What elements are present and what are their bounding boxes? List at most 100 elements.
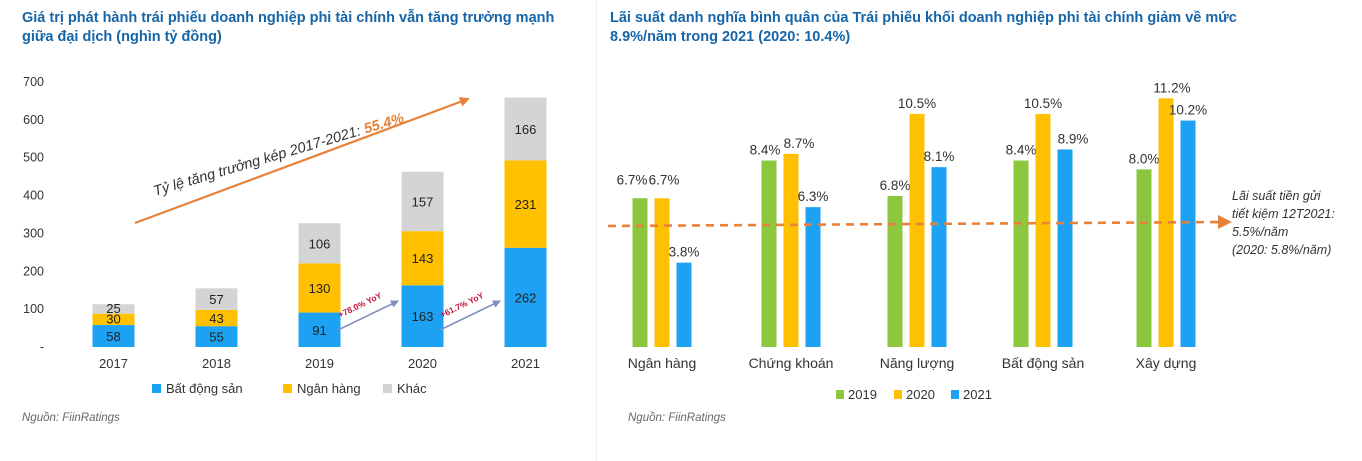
data-label: 6.8% bbox=[880, 178, 911, 193]
cagr-arrow bbox=[134, 97, 470, 225]
data-label: 6.7% bbox=[617, 172, 648, 187]
y-tick-label: 100 bbox=[23, 302, 44, 316]
bar-segment-other bbox=[195, 288, 238, 310]
x-tick-label: Xây dựng bbox=[1136, 355, 1197, 371]
data-label: 8.4% bbox=[750, 143, 781, 158]
bar-2021 bbox=[1057, 149, 1073, 347]
bar-segment-other bbox=[92, 304, 135, 314]
data-label: 8.9% bbox=[1058, 131, 1089, 146]
reference-line bbox=[607, 220, 1223, 228]
data-label: 10.5% bbox=[1024, 96, 1062, 111]
panel-divider bbox=[596, 0, 597, 461]
data-label-other: 57 bbox=[209, 292, 223, 307]
legend-label: Khác bbox=[397, 381, 427, 396]
legend-swatch bbox=[836, 390, 844, 399]
reference-annotation-line: (2020: 5.8%/năm) bbox=[1232, 243, 1331, 257]
legend-swatch bbox=[152, 384, 161, 393]
right-chart-title: Lãi suất danh nghĩa bình quân của Trái p… bbox=[610, 10, 1237, 45]
data-label: 8.7% bbox=[784, 136, 815, 151]
data-label: 6.3% bbox=[798, 189, 829, 204]
bar-segment-real-estate bbox=[195, 326, 238, 347]
right-chart-source: Nguồn: FiinRatings bbox=[628, 412, 726, 424]
data-label: 10.2% bbox=[1169, 103, 1207, 118]
legend-label: 2021 bbox=[963, 387, 992, 402]
y-tick-label: - bbox=[40, 340, 44, 354]
bar-segment-other bbox=[401, 171, 444, 232]
x-tick-label: 2021 bbox=[511, 356, 540, 371]
legend-label: 2019 bbox=[848, 387, 877, 402]
data-label-real-estate: 262 bbox=[515, 290, 537, 305]
left-chart-source: Nguồn: FiinRatings bbox=[22, 412, 120, 424]
data-label: 3.8% bbox=[669, 245, 700, 260]
bar-segment-other bbox=[298, 223, 341, 264]
bar-2021 bbox=[1180, 120, 1196, 347]
bar-2020 bbox=[1158, 98, 1174, 347]
data-label: 10.5% bbox=[898, 96, 936, 111]
bar-2019 bbox=[761, 160, 777, 347]
y-tick-label: 600 bbox=[23, 113, 44, 127]
legend-label: Ngân hàng bbox=[297, 381, 361, 396]
y-tick-label: 300 bbox=[23, 226, 44, 240]
data-label: 8.4% bbox=[1006, 143, 1037, 158]
data-label-other: 166 bbox=[515, 122, 537, 137]
bar-2019 bbox=[632, 198, 648, 347]
bar-segment-banking bbox=[298, 263, 341, 313]
data-label-banking: 143 bbox=[412, 251, 434, 266]
x-tick-label: 2020 bbox=[408, 356, 437, 371]
y-tick-label: 200 bbox=[23, 264, 44, 278]
data-label: 8.1% bbox=[924, 149, 955, 164]
data-label-real-estate: 58 bbox=[106, 329, 120, 344]
left-chart-title: Giá trị phát hành trái phiếu doanh nghiệ… bbox=[22, 10, 555, 45]
reference-annotation-line: 5.5%/năm bbox=[1232, 225, 1288, 239]
x-tick-label: Bất động sản bbox=[1002, 355, 1085, 371]
reference-annotation-line: Lãi suất tiền gửi bbox=[1232, 189, 1322, 203]
yoy-arrow bbox=[439, 300, 501, 331]
bar-segment-real-estate bbox=[504, 247, 547, 347]
bar-segment-banking bbox=[92, 313, 135, 326]
data-label-banking: 231 bbox=[515, 197, 537, 212]
data-label-real-estate: 91 bbox=[312, 323, 326, 338]
data-label-real-estate: 163 bbox=[412, 309, 434, 324]
cagr-label: Tỷ lệ tăng trưởng kép 2017-2021: 55.4% bbox=[152, 110, 407, 199]
data-label-real-estate: 55 bbox=[209, 330, 223, 345]
reference-arrowhead bbox=[1218, 215, 1232, 229]
data-label: 6.7% bbox=[649, 172, 680, 187]
bar-2019 bbox=[887, 196, 903, 347]
y-tick-label: 400 bbox=[23, 189, 44, 203]
bar-2020 bbox=[909, 113, 925, 348]
bar-segment-other bbox=[504, 97, 547, 161]
data-label-other: 157 bbox=[412, 194, 434, 209]
data-label-banking: 30 bbox=[106, 311, 120, 326]
bar-segment-banking bbox=[504, 160, 547, 248]
y-tick-label: 700 bbox=[23, 75, 44, 89]
data-label: 11.2% bbox=[1153, 80, 1190, 95]
bar-2020 bbox=[654, 198, 670, 347]
bar-2021 bbox=[931, 167, 947, 347]
reference-annotation-line: tiết kiệm 12T2021: bbox=[1232, 207, 1335, 221]
bar-2019 bbox=[1013, 160, 1029, 347]
bar-2020 bbox=[783, 153, 799, 347]
bar-segment-real-estate bbox=[298, 312, 341, 347]
legend-swatch bbox=[951, 390, 959, 399]
yoy-arrow bbox=[337, 300, 399, 331]
x-tick-label: Năng lượng bbox=[880, 355, 955, 371]
yoy-label: +78.0% YoY bbox=[336, 290, 383, 320]
x-tick-label: 2017 bbox=[99, 356, 128, 371]
legend-label: Bất động sản bbox=[166, 381, 243, 396]
legend-swatch bbox=[283, 384, 292, 393]
x-tick-label: 2019 bbox=[305, 356, 334, 371]
bar-2020 bbox=[1035, 113, 1051, 348]
bar-segment-banking bbox=[195, 309, 238, 327]
data-label-banking: 130 bbox=[309, 281, 331, 296]
data-label-other: 106 bbox=[309, 236, 331, 251]
data-label: 8.0% bbox=[1129, 151, 1160, 166]
bar-segment-banking bbox=[401, 231, 444, 286]
legend-swatch bbox=[894, 390, 902, 399]
legend-label: 2020 bbox=[906, 387, 935, 402]
bar-segment-real-estate bbox=[92, 325, 135, 347]
left-chart: Tỷ lệ tăng trưởng kép 2017-2021: 55.4% -… bbox=[23, 75, 547, 396]
bar-2021 bbox=[676, 262, 692, 347]
bar-2021 bbox=[805, 207, 821, 347]
